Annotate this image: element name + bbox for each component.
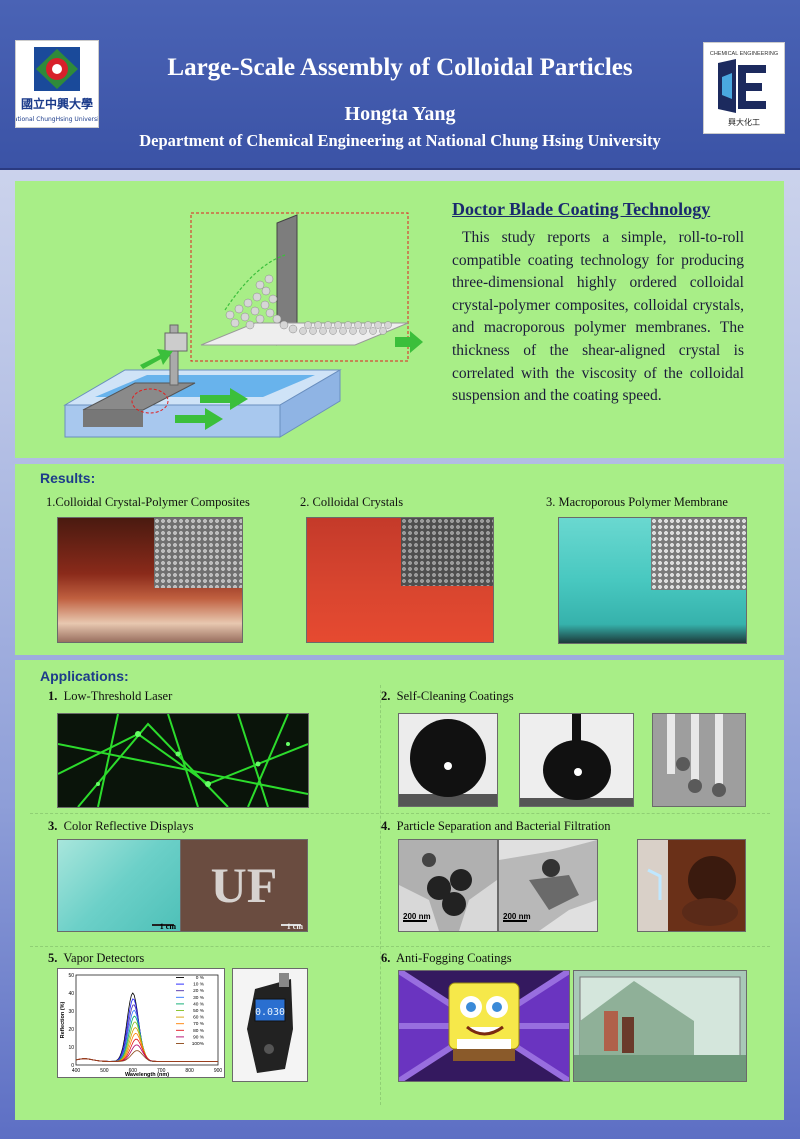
crystal-sem-inset [401, 518, 493, 586]
divider [30, 813, 770, 814]
logo-left-text: 國立中興大學 [21, 96, 93, 111]
droplet-photo-1 [398, 713, 498, 807]
tem-photo-1: 200 nm [398, 839, 498, 932]
membrane-sem-inset [651, 518, 746, 590]
scale-label: 1 cm [286, 922, 303, 931]
y-tick-label: 40 [68, 991, 74, 997]
vapor-chart-axes: 400 500 600 700 800 900 0 10 20 30 40 50 Wavelength … [60, 973, 223, 1078]
logo-left-sub: National ChungHsing University [16, 116, 98, 123]
ce-logo: CHEMICAL ENGINEERING 興大化工 [703, 42, 785, 134]
logo-right-text: CHEMICAL ENGINEERING [710, 51, 778, 57]
y-tick-label: 50 [68, 973, 74, 979]
app-label-2: 2. Self-Cleaning Coatings [381, 689, 514, 703]
divider [380, 685, 381, 1105]
department: Department of Chemical Engineering at Na… [139, 131, 661, 150]
results-heading: Results: [40, 470, 96, 486]
result-label-3: 3. Macroporous Polymer Membrane [546, 495, 728, 509]
app-label-6: 6. Anti-Fogging Coatings [381, 951, 512, 965]
result-label-1: 1.Colloidal Crystal-Polymer Composites [46, 495, 250, 509]
y-tick-label: 0 [71, 1063, 74, 1069]
intro-heading: Doctor Blade Coating Technology [452, 199, 711, 219]
y-tick-label: 10 [68, 1045, 74, 1051]
result-label-2: 2. Colloidal Crystals [300, 495, 404, 509]
poster-title: Large-Scale Assembly of Colloidal Partic… [167, 54, 633, 81]
uf-text: UF [210, 857, 278, 913]
spongebob-photo [398, 970, 570, 1082]
composite-photo [57, 517, 243, 643]
legend-label: 40 % [193, 1001, 205, 1007]
vapor-chart: 400 500 600 700 800 900 0 10 20 30 40 50 Wavelength … [57, 968, 225, 1078]
divider [30, 946, 770, 947]
legend-label: 80 % [193, 1028, 205, 1034]
app-label-5: 5. Vapor Detectors [48, 951, 145, 965]
scale-bar [152, 924, 174, 926]
legend-label: 10 % [193, 982, 205, 988]
droplet-photo-2 [519, 713, 634, 807]
scale-bar [281, 924, 301, 926]
vapor-chart-legend: 0 %10 %20 %30 %40 %50 %60 %70 %80 %90 %1… [176, 975, 205, 1047]
app-label-4: 4. Particle Separation and Bacterial Fil… [381, 819, 611, 833]
x-tick-label: 400 [72, 1068, 81, 1074]
scale-label: 200 nm [503, 912, 531, 921]
breathalyzer-photo: 0.030 [232, 968, 308, 1082]
detector-display: 0.030 [255, 1007, 285, 1018]
x-tick-label: 800 [185, 1068, 194, 1074]
colloidal-crystal-photo [306, 517, 494, 643]
legend-label: 20 % [193, 988, 205, 994]
composite-sem-inset [154, 518, 242, 588]
reflective-display-uf: UF 1 cm [180, 839, 308, 932]
x-axis-label: Wavelength (nm) [125, 1072, 169, 1078]
membrane-photo [558, 517, 747, 644]
logo-right-sub: 興大化工 [728, 117, 760, 127]
anti-fog-window-photo [573, 970, 747, 1082]
legend-label: 70 % [193, 1021, 205, 1027]
legend-label: 30 % [193, 995, 205, 1001]
app-label-3: 3. Color Reflective Displays [48, 819, 194, 833]
tem-photo-2: 200 nm [498, 839, 598, 932]
legend-label: 100% [192, 1041, 205, 1047]
water-drinking-photo [637, 839, 746, 932]
scale-label: 1 cm [159, 922, 176, 931]
intro-body: This study reports a simple, roll-to-rol… [452, 229, 744, 405]
plot-frame [75, 974, 219, 1066]
nchu-logo: 國立中興大學 National ChungHsing University [9, 40, 105, 128]
y-axis-label: Reflection (%) [60, 1001, 66, 1038]
y-tick-label: 20 [68, 1027, 74, 1033]
x-tick-label: 500 [100, 1068, 109, 1074]
x-tick-label: 700 [157, 1068, 166, 1074]
droplet-photo-3 [652, 713, 746, 807]
x-tick-label: 900 [214, 1068, 223, 1074]
doctor-blade-diagram [63, 212, 423, 438]
legend-label: 50 % [193, 1008, 205, 1014]
scale-label: 200 nm [403, 912, 431, 921]
applications-heading: Applications: [40, 668, 129, 684]
x-tick-label: 600 [129, 1068, 138, 1074]
vapor-chart-lines [75, 992, 218, 1062]
vapor-series-line [75, 1050, 218, 1062]
reflective-display-green: 1 cm [57, 839, 181, 932]
poster-header: 國立中興大學 National ChungHsing University La… [0, 0, 800, 170]
author-name: Hongta Yang [344, 103, 456, 125]
legend-label: 0 % [196, 975, 205, 981]
app-label-1: 1. Low-Threshold Laser [48, 689, 173, 703]
legend-label: 60 % [193, 1015, 205, 1021]
y-tick-label: 30 [68, 1009, 74, 1015]
legend-label: 90 % [193, 1034, 205, 1040]
laser-photo [57, 713, 309, 808]
